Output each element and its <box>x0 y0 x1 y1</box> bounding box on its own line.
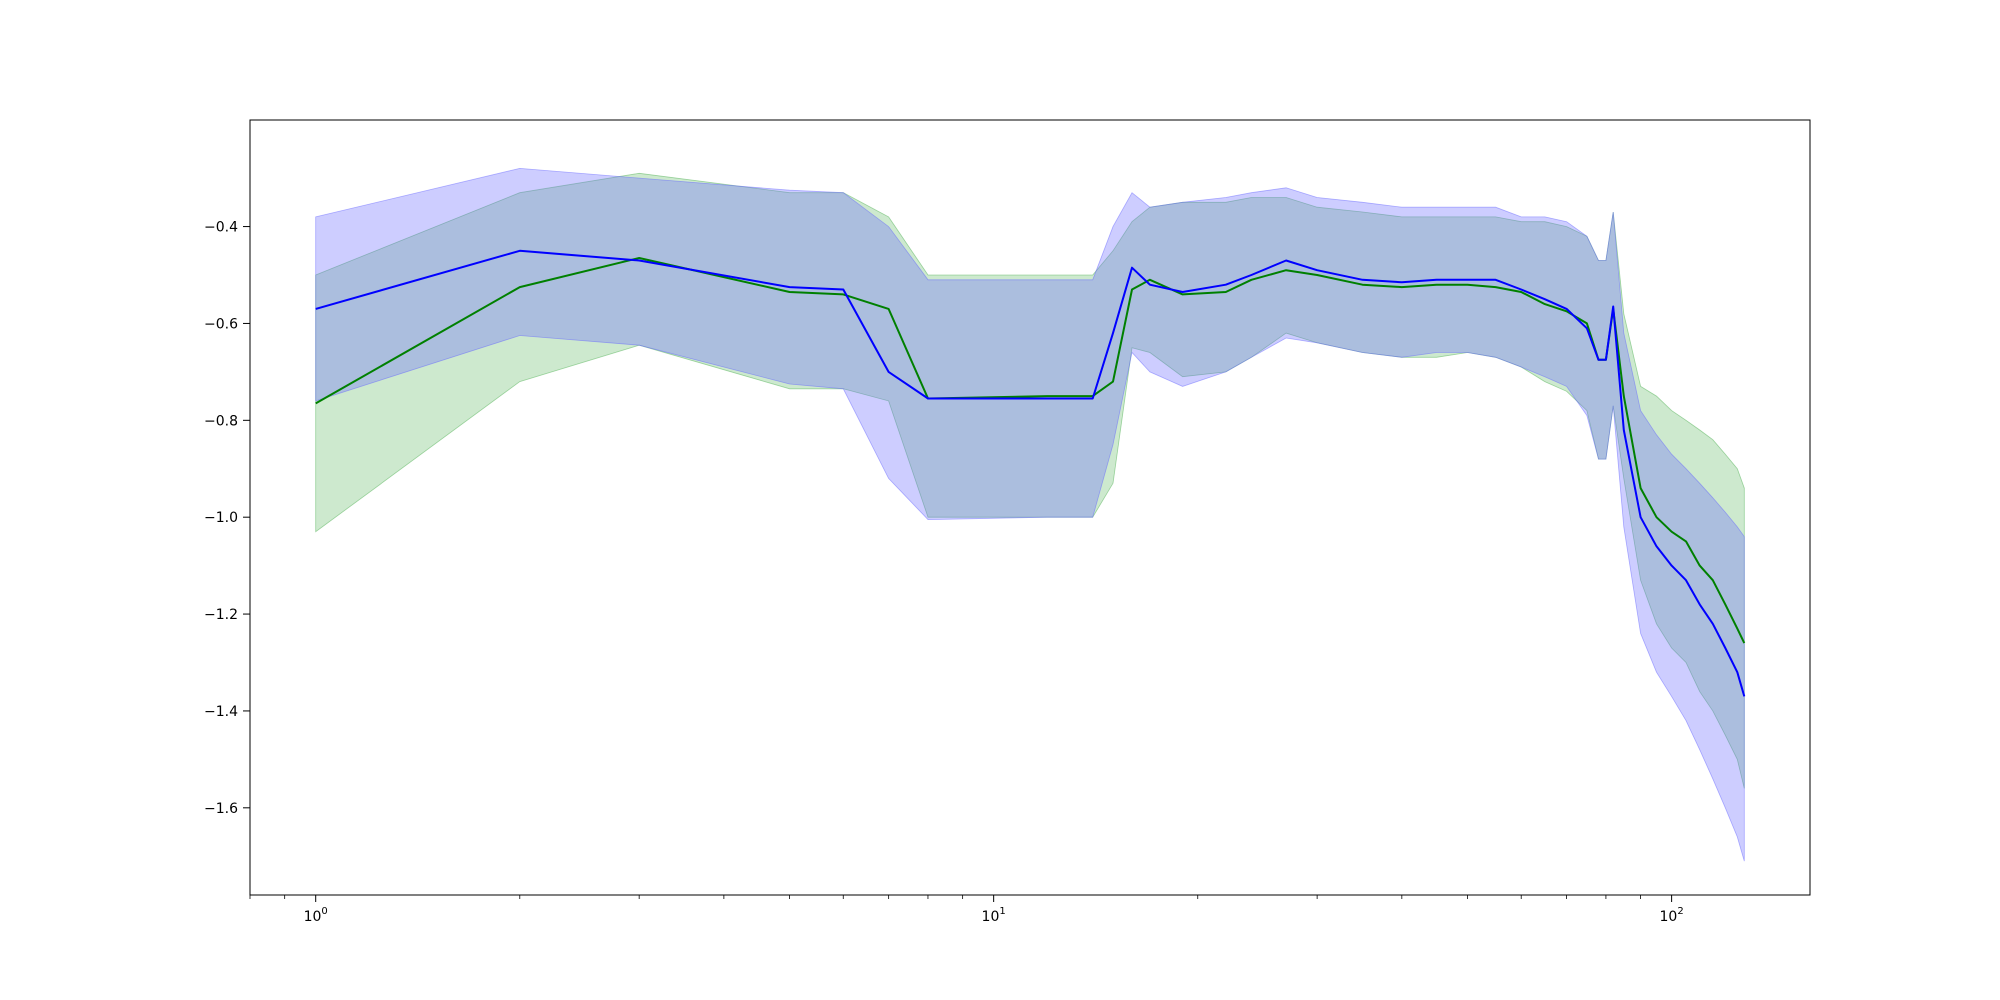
y-tick-label: −1.4 <box>204 704 238 720</box>
y-tick-label: −1.6 <box>204 801 238 817</box>
series-lines <box>315 249 1746 697</box>
x-tick-label: 100 <box>304 906 328 925</box>
y-tick-label: −1.0 <box>204 510 238 526</box>
series-2-line <box>315 249 1746 697</box>
y-tick-label: −1.2 <box>204 607 238 623</box>
y-axis: −0.4 −0.6 −0.8 −1.0 −1.2 −1.4 −1.6 <box>204 220 250 817</box>
y-tick-label: −0.8 <box>204 413 238 429</box>
x-tick-label: 101 <box>982 906 1006 925</box>
series-2-band <box>315 167 1745 862</box>
x-axis: 100 101 102 <box>249 895 1684 925</box>
plot-area-frame <box>249 119 1811 896</box>
confidence-bands <box>315 167 1745 862</box>
y-tick-label: −0.4 <box>204 220 238 236</box>
x-tick-label: 102 <box>1660 906 1684 925</box>
y-tick-label: −0.6 <box>204 316 238 332</box>
